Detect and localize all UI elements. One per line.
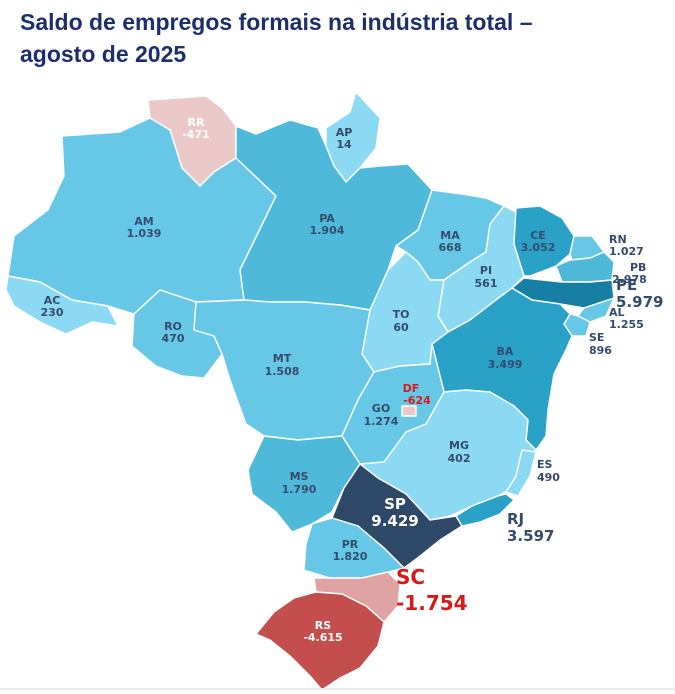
label-sp-uf: SP	[384, 495, 406, 513]
label-pi-uf: PI	[480, 264, 492, 277]
label-pe-value: 5.979	[616, 293, 663, 311]
label-am-uf: AM	[134, 215, 153, 228]
label-ms-value: 1.790	[282, 483, 317, 496]
state-es[interactable]	[505, 449, 537, 497]
label-ro-uf: RO	[164, 320, 182, 333]
label-ce-uf: CE	[530, 229, 546, 242]
label-pa-value: 1.904	[310, 224, 345, 237]
label-ac-value: 230	[41, 306, 64, 319]
label-es-value: 490	[537, 471, 560, 484]
label-se-value: 896	[589, 344, 612, 357]
label-ce-value: 3.052	[521, 241, 556, 254]
label-mg-value: 402	[448, 452, 471, 465]
label-ap-value: 14	[336, 138, 352, 151]
label-rj-uf: RJ	[507, 510, 524, 528]
label-rr-uf: RR	[188, 116, 205, 129]
label-df-uf: DF	[403, 382, 420, 395]
state-rj[interactable]	[455, 493, 515, 527]
label-ms-uf: MS	[290, 470, 309, 483]
state-ac[interactable]	[5, 275, 119, 335]
bottom-divider	[0, 688, 675, 690]
label-pb-value: 2.978	[612, 273, 647, 286]
state-ms[interactable]	[247, 435, 361, 533]
label-ma-uf: MA	[440, 229, 460, 242]
label-rn-uf: RN	[609, 233, 627, 246]
label-mt-uf: MT	[273, 352, 292, 365]
label-pb-uf: PB	[630, 261, 646, 274]
label-ap-uf: AP	[336, 126, 353, 139]
label-ac-uf: AC	[44, 294, 61, 307]
state-df[interactable]	[401, 405, 417, 417]
map-title: Saldo de empregos formais na indústria t…	[20, 6, 660, 70]
label-pi-value: 561	[475, 277, 498, 290]
label-sp-value: 9.429	[371, 512, 418, 530]
label-pr-uf: PR	[342, 538, 359, 551]
state-ce[interactable]	[513, 205, 575, 277]
label-rn-value: 1.027	[609, 245, 644, 258]
label-pe-uf: PE	[616, 276, 637, 294]
label-rj-value: 3.597	[507, 527, 554, 545]
label-pr-value: 1.820	[333, 550, 368, 563]
state-labels: RR -471 AP 14 AM 1.039 PA 1.904 AC 230 R…	[41, 116, 664, 644]
label-go-uf: GO	[372, 402, 390, 415]
label-ba-value: 3.499	[488, 358, 523, 371]
map-title-line-2: agosto de 2025	[20, 41, 187, 67]
map-title-line-1: Saldo de empregos formais na indústria t…	[20, 9, 533, 35]
label-es-uf: ES	[537, 458, 553, 471]
label-ba-uf: BA	[497, 345, 514, 358]
label-rr-value: -471	[182, 128, 210, 141]
state-al[interactable]	[577, 297, 615, 323]
label-df-value: -624	[403, 394, 431, 407]
state-rs[interactable]	[255, 591, 385, 691]
label-ro-value: 470	[162, 332, 185, 345]
label-to-uf: TO	[393, 308, 410, 321]
label-rs-value: -4.615	[303, 631, 342, 644]
label-al-value: 1.255	[609, 318, 644, 331]
label-go-value: 1.274	[364, 415, 399, 428]
label-mt-value: 1.508	[265, 365, 300, 378]
label-al-uf: AL	[609, 306, 625, 319]
label-sc-value: -1.754	[396, 591, 468, 615]
label-am-value: 1.039	[127, 227, 162, 240]
label-pa-uf: PA	[319, 212, 335, 225]
label-se-uf: SE	[589, 331, 604, 344]
label-ma-value: 668	[439, 241, 462, 254]
label-sc-uf: SC	[396, 565, 425, 589]
label-mg-uf: MG	[449, 439, 469, 452]
label-rs-uf: RS	[315, 619, 331, 632]
label-to-value: 60	[393, 321, 409, 334]
